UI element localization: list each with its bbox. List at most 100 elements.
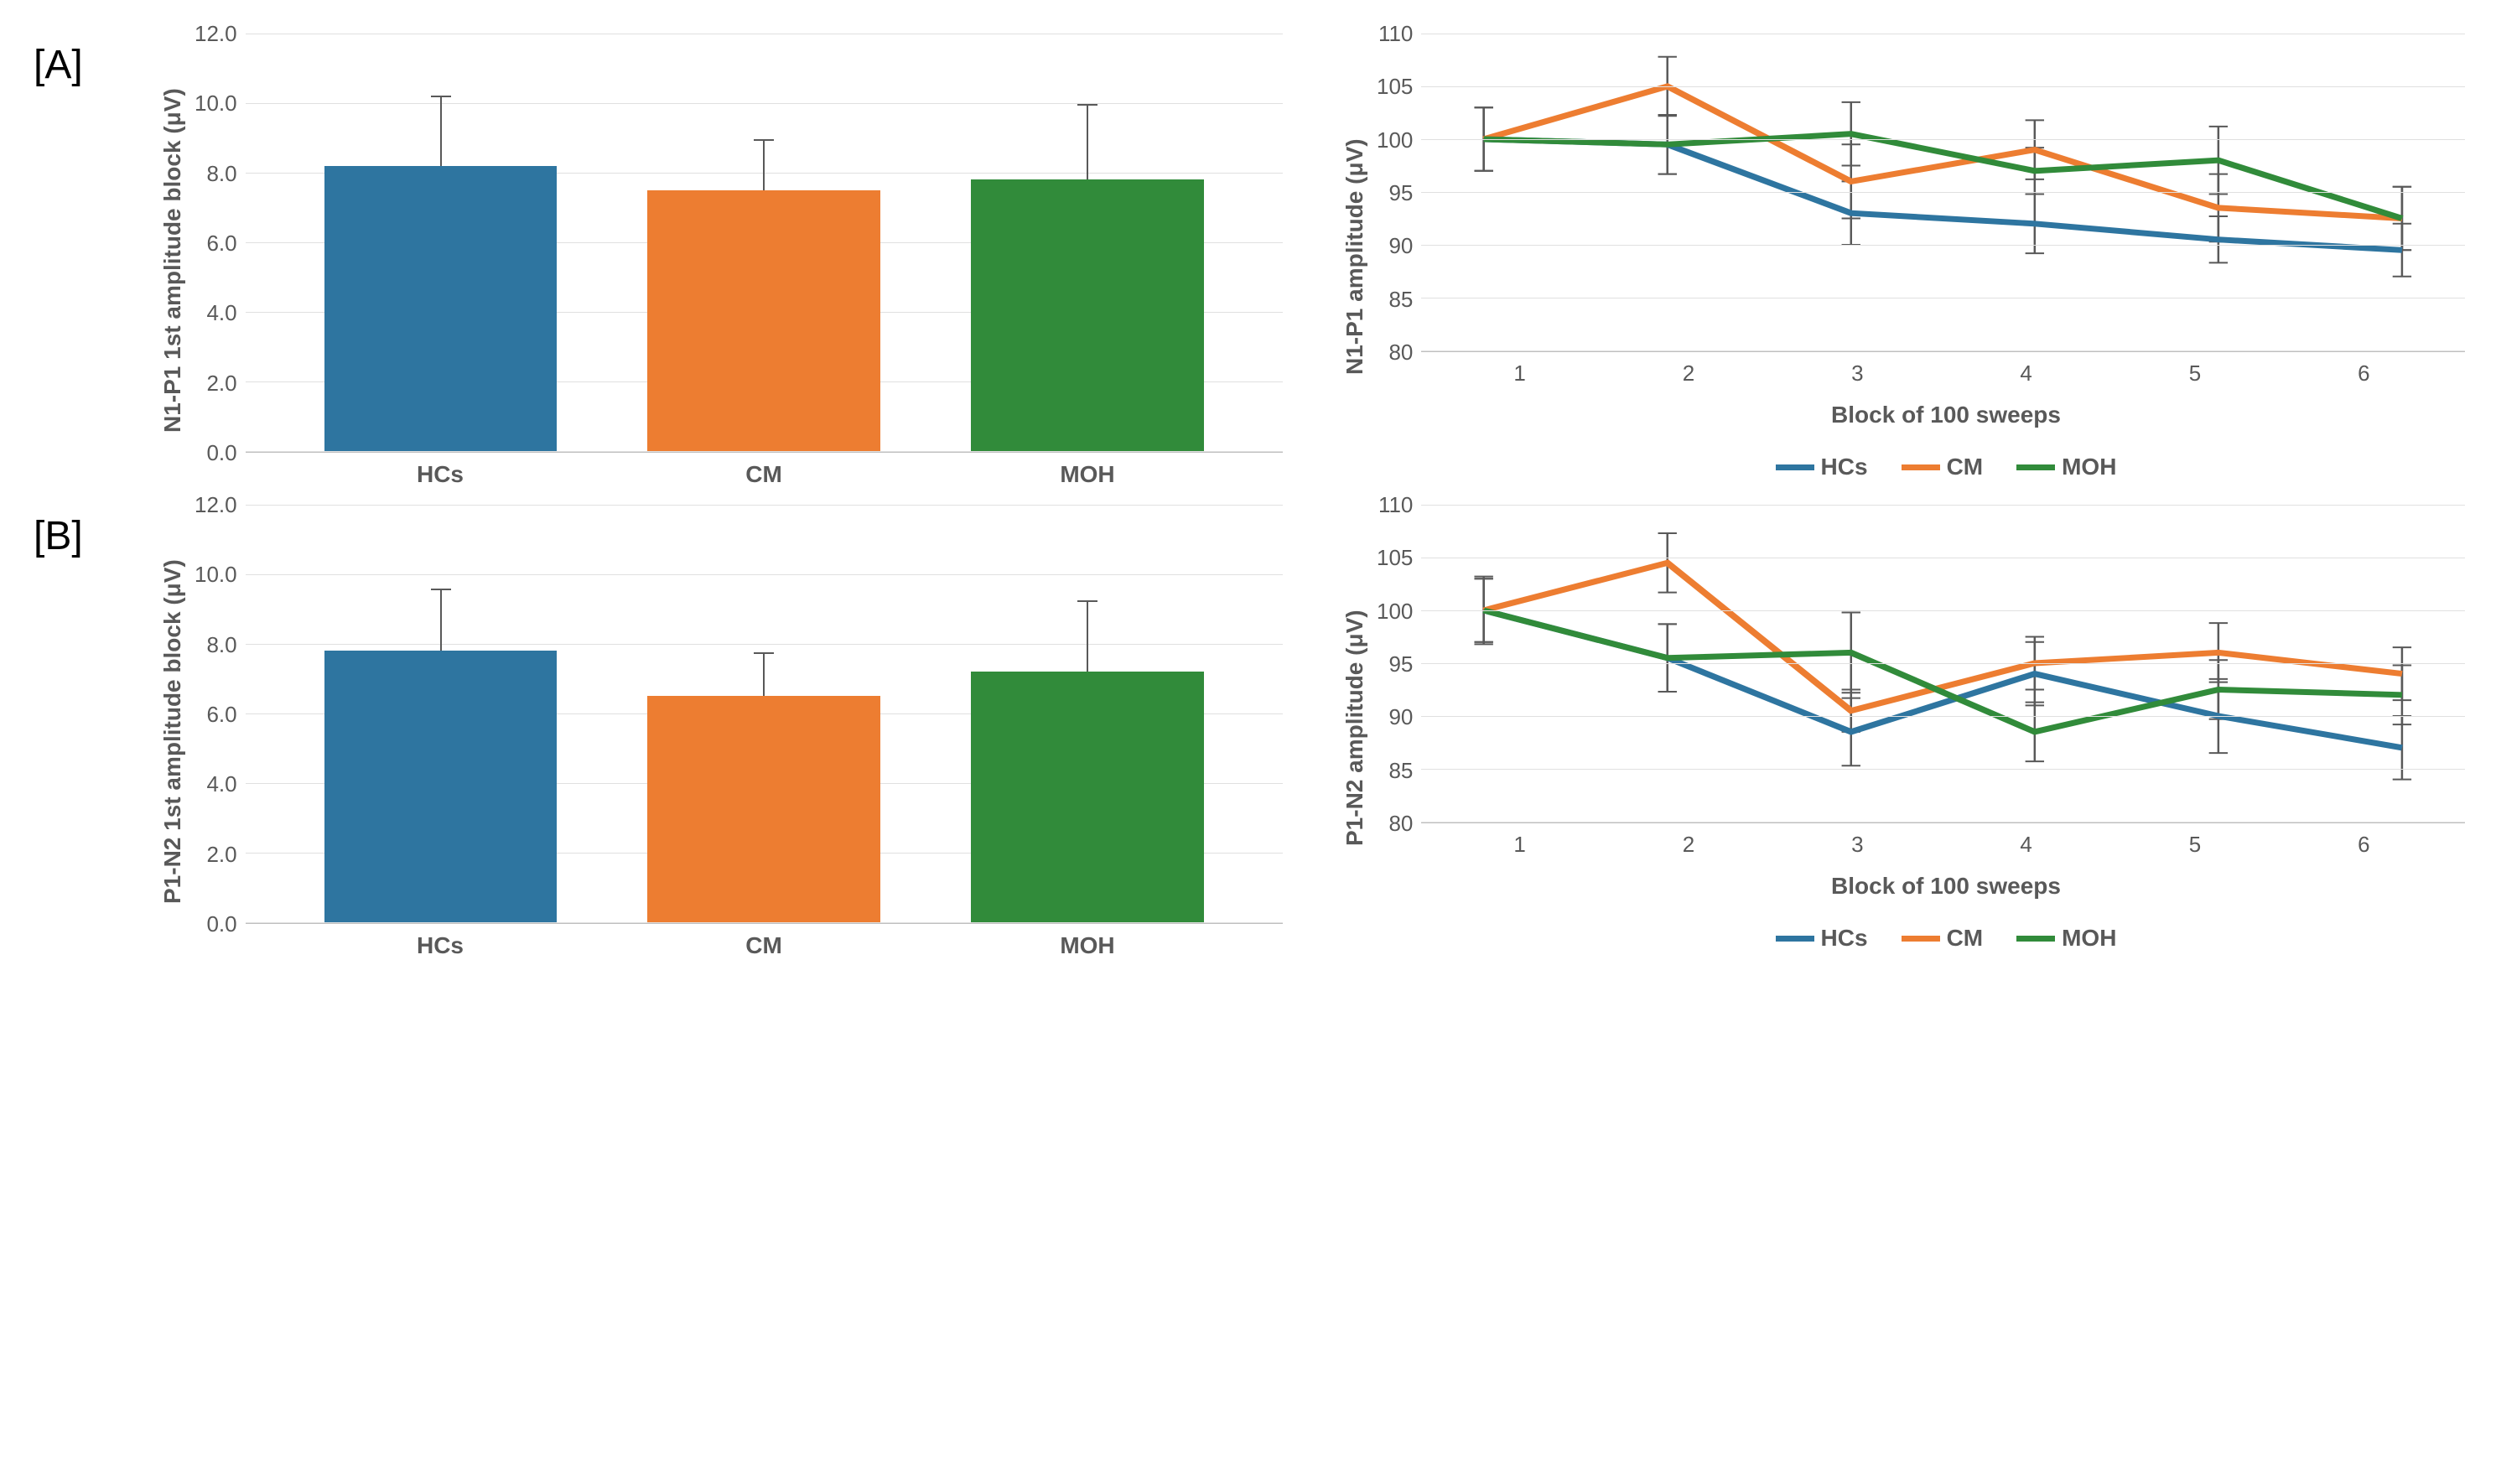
gridline: [1421, 663, 2465, 664]
bar-HCs: [324, 651, 558, 922]
legend-swatch: [2016, 936, 2055, 942]
x-category: CM: [602, 461, 926, 488]
error-cap: [754, 652, 774, 654]
error-bar: [1087, 601, 1088, 672]
gridline: [1421, 192, 2465, 193]
gridline: [1421, 769, 2465, 770]
x-tick: 3: [1773, 832, 1942, 858]
x-tick: 4: [1942, 832, 2110, 858]
line-A-xlabel: Block of 100 sweeps: [1427, 402, 2465, 428]
x-tick: 6: [2280, 361, 2448, 387]
line-B-plot: [1421, 505, 2465, 823]
x-category: MOH: [926, 461, 1249, 488]
legend-label: MOH: [2062, 454, 2116, 480]
legend-swatch: [1776, 936, 1814, 942]
bar-slot: [602, 505, 926, 922]
bar-A-plot: [246, 34, 1283, 453]
error-bar: [763, 653, 765, 697]
series-line-HCs: [1484, 610, 2402, 748]
error-bar: [440, 96, 442, 165]
bar-MOH: [971, 179, 1204, 451]
figure-grid: [A] N1-P1 1st amplitude block (μV) 12.01…: [34, 34, 2465, 959]
error-cap: [754, 139, 774, 141]
x-tick: 2: [1604, 361, 1772, 387]
gridline: [246, 451, 1283, 452]
bar-B-xticks: HCsCMMOH: [245, 924, 1283, 959]
gridline: [1421, 245, 2465, 246]
x-category: HCs: [278, 461, 602, 488]
bar-B-ylabel: P1-N2 1st amplitude block (μV): [151, 505, 195, 959]
series-line-MOH: [1484, 610, 2402, 732]
legend-label: HCs: [1821, 454, 1868, 480]
bar-MOH: [971, 672, 1204, 922]
legend-item-CM: CM: [1902, 925, 1984, 952]
bar-B-plot: [246, 505, 1283, 924]
legend-item-HCs: HCs: [1776, 454, 1868, 480]
gridline: [1421, 139, 2465, 140]
line-A-xticks: 123456: [1419, 352, 2465, 387]
bar-chart-A: N1-P1 1st amplitude block (μV) 12.010.08…: [151, 34, 1283, 488]
gridline: [1421, 505, 2465, 506]
bar-slot: [926, 34, 1249, 451]
line-chart-B: P1-N2 amplitude (μV) 11010510095908580 1…: [1333, 505, 2465, 959]
legend-label: CM: [1947, 454, 1984, 480]
bar-CM: [647, 190, 880, 451]
line-B-xlabel: Block of 100 sweeps: [1427, 873, 2465, 900]
bar-slot: [926, 505, 1249, 922]
panel-label-B: [B]: [34, 505, 101, 959]
bar-chart-B: P1-N2 1st amplitude block (μV) 12.010.08…: [151, 505, 1283, 959]
legend-item-MOH: MOH: [2016, 454, 2116, 480]
line-B-ylabel: P1-N2 amplitude (μV): [1333, 505, 1377, 952]
x-tick: 1: [1435, 361, 1604, 387]
gridline: [1421, 610, 2465, 611]
error-bar: [763, 140, 765, 190]
line-A-yticks: 11010510095908580: [1377, 34, 1421, 352]
x-tick: 6: [2280, 832, 2448, 858]
x-category: HCs: [278, 932, 602, 959]
error-cap: [431, 589, 451, 590]
x-tick: 2: [1604, 832, 1772, 858]
legend-swatch: [1902, 936, 1940, 942]
gridline: [1421, 716, 2465, 717]
error-bar: [1087, 105, 1088, 179]
x-category: MOH: [926, 932, 1249, 959]
line-A-plot: [1421, 34, 2465, 352]
error-bar: [440, 589, 442, 651]
x-tick: 1: [1435, 832, 1604, 858]
gridline: [1421, 350, 2465, 351]
bar-slot: [279, 34, 603, 451]
legend-item-HCs: HCs: [1776, 925, 1868, 952]
x-category: CM: [602, 932, 926, 959]
bar-HCs: [324, 166, 558, 451]
bar-A-ylabel: N1-P1 1st amplitude block (μV): [151, 34, 195, 488]
legend-swatch: [1902, 464, 1940, 470]
x-tick: 5: [2110, 361, 2279, 387]
line-A-ylabel: N1-P1 amplitude (μV): [1333, 34, 1377, 480]
line-chart-A: N1-P1 amplitude (μV) 11010510095908580 1…: [1333, 34, 2465, 488]
series-line-HCs: [1484, 139, 2402, 250]
bar-CM: [647, 696, 880, 922]
legend-item-MOH: MOH: [2016, 925, 2116, 952]
bar-A-yticks: 12.010.08.06.04.02.00.0: [195, 34, 246, 453]
bar-slot: [602, 34, 926, 451]
error-cap: [1077, 600, 1097, 602]
legend-item-CM: CM: [1902, 454, 1984, 480]
bar-A-xticks: HCsCMMOH: [245, 453, 1283, 488]
legend-label: MOH: [2062, 925, 2116, 952]
legend-swatch: [2016, 464, 2055, 470]
line-B-xticks: 123456: [1419, 823, 2465, 858]
line-B-yticks: 11010510095908580: [1377, 505, 1421, 823]
bars-row: [246, 34, 1283, 451]
line-A-legend: HCs CM MOH: [1427, 454, 2465, 480]
x-tick: 5: [2110, 832, 2279, 858]
error-cap: [431, 96, 451, 97]
bars-row: [246, 505, 1283, 922]
panel-label-A: [A]: [34, 34, 101, 488]
series-line-MOH: [1484, 134, 2402, 219]
gridline: [1421, 86, 2465, 87]
error-cap: [1077, 104, 1097, 106]
bar-slot: [279, 505, 603, 922]
bar-B-yticks: 12.010.08.06.04.02.00.0: [195, 505, 246, 924]
legend-label: HCs: [1821, 925, 1868, 952]
legend-label: CM: [1947, 925, 1984, 952]
